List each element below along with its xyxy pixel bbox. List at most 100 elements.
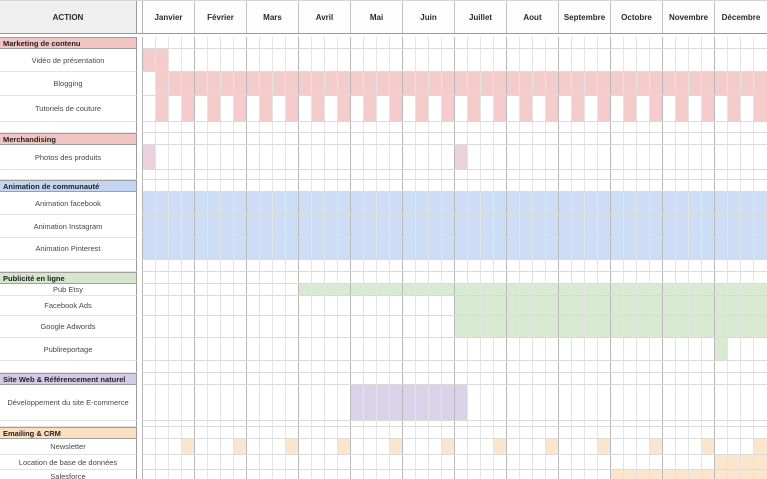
gantt-filled-cell[interactable]: [624, 296, 637, 315]
gantt-filled-cell[interactable]: [429, 72, 442, 95]
week-cell[interactable]: [624, 455, 637, 469]
week-cell[interactable]: [455, 133, 468, 144]
week-cell[interactable]: [169, 470, 182, 479]
week-cell[interactable]: [286, 122, 299, 132]
week-cell[interactable]: [650, 373, 663, 384]
week-cell[interactable]: [377, 439, 390, 454]
week-cell[interactable]: [273, 96, 286, 121]
week-cell[interactable]: [624, 427, 637, 438]
week-cell[interactable]: [403, 338, 416, 360]
week-cell[interactable]: [234, 180, 247, 191]
gantt-filled-cell[interactable]: [234, 96, 247, 121]
week-cell[interactable]: [273, 421, 286, 426]
week-cell[interactable]: [299, 133, 312, 144]
week-cell[interactable]: [182, 272, 195, 283]
gantt-filled-cell[interactable]: [403, 72, 416, 95]
week-cell[interactable]: [520, 439, 533, 454]
week-cell[interactable]: [208, 338, 221, 360]
week-cell[interactable]: [637, 361, 650, 372]
week-cell[interactable]: [637, 180, 650, 191]
gantt-filled-cell[interactable]: [650, 316, 663, 337]
gantt-filled-cell[interactable]: [416, 215, 429, 237]
week-cell[interactable]: [273, 455, 286, 469]
week-cell[interactable]: [364, 338, 377, 360]
week-cell[interactable]: [663, 170, 676, 179]
week-cell[interactable]: [182, 180, 195, 191]
week-cell[interactable]: [520, 260, 533, 271]
gantt-filled-cell[interactable]: [650, 238, 663, 259]
week-cell[interactable]: [182, 470, 195, 479]
gantt-filled-cell[interactable]: [585, 192, 598, 214]
week-cell[interactable]: [299, 421, 312, 426]
week-cell[interactable]: [273, 361, 286, 372]
gantt-filled-cell[interactable]: [390, 72, 403, 95]
gantt-filled-cell[interactable]: [481, 316, 494, 337]
week-cell[interactable]: [260, 260, 273, 271]
week-cell[interactable]: [156, 439, 169, 454]
week-cell[interactable]: [156, 316, 169, 337]
week-cell[interactable]: [221, 49, 234, 71]
week-cell[interactable]: [312, 421, 325, 426]
week-cell[interactable]: [520, 455, 533, 469]
week-cell[interactable]: [169, 385, 182, 420]
week-cell[interactable]: [494, 421, 507, 426]
week-cell[interactable]: [598, 470, 611, 479]
week-cell[interactable]: [273, 49, 286, 71]
week-cell[interactable]: [156, 470, 169, 479]
week-cell[interactable]: [182, 37, 195, 48]
week-cell[interactable]: [260, 284, 273, 295]
week-cell[interactable]: [325, 421, 338, 426]
gantt-filled-cell[interactable]: [325, 284, 338, 295]
week-cell[interactable]: [182, 284, 195, 295]
gantt-filled-cell[interactable]: [390, 96, 403, 121]
week-cell[interactable]: [741, 260, 754, 271]
week-cell[interactable]: [247, 470, 260, 479]
gantt-filled-cell[interactable]: [663, 284, 676, 295]
week-cell[interactable]: [208, 272, 221, 283]
gantt-filled-cell[interactable]: [377, 385, 390, 420]
week-cell[interactable]: [208, 284, 221, 295]
task-label[interactable]: Facebook Ads: [0, 296, 137, 316]
week-cell[interactable]: [325, 122, 338, 132]
week-cell[interactable]: [624, 49, 637, 71]
week-cell[interactable]: [364, 170, 377, 179]
week-cell[interactable]: [533, 361, 546, 372]
gantt-filled-cell[interactable]: [637, 238, 650, 259]
gantt-filled-cell[interactable]: [429, 238, 442, 259]
week-cell[interactable]: [234, 284, 247, 295]
week-cell[interactable]: [351, 37, 364, 48]
week-cell[interactable]: [377, 427, 390, 438]
week-cell[interactable]: [234, 385, 247, 420]
week-cell[interactable]: [754, 122, 767, 132]
week-cell[interactable]: [754, 260, 767, 271]
week-cell[interactable]: [754, 427, 767, 438]
week-cell[interactable]: [520, 145, 533, 169]
week-cell[interactable]: [156, 272, 169, 283]
week-cell[interactable]: [338, 49, 351, 71]
week-cell[interactable]: [286, 421, 299, 426]
week-cell[interactable]: [247, 284, 260, 295]
gantt-filled-cell[interactable]: [585, 72, 598, 95]
gantt-filled-cell[interactable]: [364, 192, 377, 214]
gantt-filled-cell[interactable]: [546, 96, 559, 121]
gantt-filled-cell[interactable]: [663, 316, 676, 337]
week-cell[interactable]: [598, 145, 611, 169]
week-cell[interactable]: [585, 272, 598, 283]
week-cell[interactable]: [611, 338, 624, 360]
week-cell[interactable]: [455, 260, 468, 271]
gantt-filled-cell[interactable]: [273, 238, 286, 259]
gantt-filled-cell[interactable]: [650, 192, 663, 214]
week-cell[interactable]: [494, 145, 507, 169]
month-header-juin[interactable]: Juin: [403, 1, 455, 33]
gantt-filled-cell[interactable]: [182, 72, 195, 95]
week-cell[interactable]: [351, 260, 364, 271]
gantt-filled-cell[interactable]: [260, 72, 273, 95]
week-cell[interactable]: [455, 470, 468, 479]
gantt-filled-cell[interactable]: [416, 238, 429, 259]
gantt-filled-cell[interactable]: [143, 192, 156, 214]
week-cell[interactable]: [507, 385, 520, 420]
gantt-filled-cell[interactable]: [546, 439, 559, 454]
week-cell[interactable]: [234, 260, 247, 271]
week-cell[interactable]: [286, 49, 299, 71]
week-cell[interactable]: [221, 180, 234, 191]
